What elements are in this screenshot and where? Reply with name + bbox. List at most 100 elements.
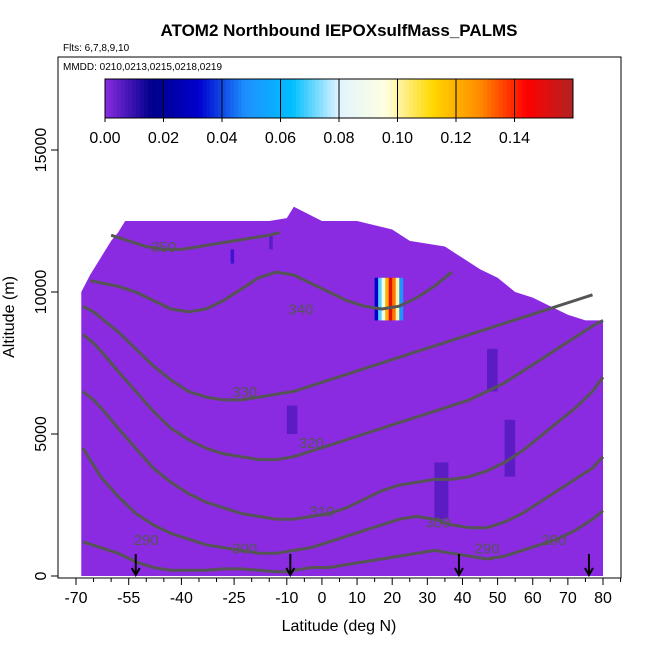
colorbar-segment xyxy=(401,79,406,118)
x-tick-label: 0 xyxy=(317,590,326,607)
x-tick-label: -25 xyxy=(223,590,246,607)
x-tick-label: 70 xyxy=(559,590,577,607)
axes: -70 -55 -40 -25 -10 0 10 20 30 40 50 60 70 80 0 5000 100… xyxy=(33,128,622,607)
colorbar-segment xyxy=(459,79,465,118)
heatmap-layer xyxy=(81,206,603,577)
colorbar-segment xyxy=(467,79,472,118)
flight-arrow xyxy=(285,554,296,578)
contour-label: 350 xyxy=(151,239,176,256)
colorbar-segment xyxy=(405,79,410,118)
colorbar-segment xyxy=(136,79,141,118)
contour-350 xyxy=(110,230,281,251)
contour-310 xyxy=(82,376,605,521)
colorbar-segment xyxy=(218,79,223,118)
anomaly-strip xyxy=(399,277,404,321)
colorbar-segment xyxy=(112,79,118,118)
x-tick-label: -70 xyxy=(64,590,87,607)
anomaly-cell-4 xyxy=(434,462,449,520)
colorbar-segment xyxy=(198,79,203,118)
colorbar-segment xyxy=(319,79,324,118)
colorbar-segment xyxy=(362,79,367,118)
colorbar-segment xyxy=(253,79,258,118)
colorbar-segment xyxy=(534,79,539,118)
x-tick-label: 80 xyxy=(594,590,612,607)
anomaly-cell-5 xyxy=(487,348,498,392)
colorbar-segment xyxy=(183,79,188,118)
dates-note: MMDD: 0210,0213,0215,0218,0219 xyxy=(63,62,222,73)
colorbar-segment xyxy=(424,79,430,118)
colorbar-segment xyxy=(526,79,531,118)
colorbar-segment xyxy=(179,79,184,118)
colorbar-segment xyxy=(323,79,328,118)
y-axis-label: Altitude (m) xyxy=(1,276,18,358)
contour-layer: 350 340 330 320 310 300 300 290 290 290 xyxy=(81,230,605,574)
x-axis-label: Latitude (deg N) xyxy=(282,618,397,635)
contour-label: 330 xyxy=(232,384,257,401)
x-tick-label: 60 xyxy=(524,590,542,607)
y-tick-label: 15000 xyxy=(33,128,50,173)
colorbar-segment xyxy=(144,79,149,118)
colorbar-tick-label: 0.08 xyxy=(323,130,354,147)
colorbar-segment xyxy=(108,79,114,118)
contour-label: 290 xyxy=(475,540,500,557)
colorbar-tick-label: 0.10 xyxy=(382,130,413,147)
contour-label: 290 xyxy=(134,532,159,549)
colorbar-segment xyxy=(417,79,422,118)
colorbar-segment xyxy=(502,79,508,118)
colorbar-segment xyxy=(175,79,180,118)
colorbar-segment xyxy=(296,79,301,118)
y-tick-label: 0 xyxy=(33,571,50,580)
anomaly-cell-3 xyxy=(286,405,298,434)
colorbar-segment xyxy=(272,79,277,118)
colorbar-segment xyxy=(510,79,515,118)
colorbar-segment xyxy=(163,79,168,118)
contour-label: 310 xyxy=(309,503,334,520)
colorbar-segment xyxy=(420,79,426,118)
anomaly-cell-1 xyxy=(230,249,235,264)
colorbar-segment xyxy=(167,79,172,118)
x-tick-label: -40 xyxy=(170,590,193,607)
colorbar-segment xyxy=(268,79,274,118)
colorbar-segment xyxy=(498,79,504,118)
colorbar-segment xyxy=(428,79,433,118)
contour-300 xyxy=(81,447,605,555)
x-tick-label: -10 xyxy=(275,590,298,607)
colorbar-segment xyxy=(159,79,164,118)
colorbar-segment xyxy=(436,79,441,118)
colorbar-segment xyxy=(315,79,320,118)
colorbar-tick-label: 0.04 xyxy=(206,130,237,147)
x-tick-label: 10 xyxy=(348,590,366,607)
colorbar-segment xyxy=(366,79,371,118)
colorbar-segment xyxy=(471,79,476,118)
colorbar-segment xyxy=(335,79,340,118)
anomaly-strip xyxy=(378,277,383,321)
colorbar-segment xyxy=(440,79,445,118)
chart-title: ATOM2 Northbound IEPOXsulfMass_PALMS xyxy=(160,21,517,40)
colorbar-segment xyxy=(518,79,523,118)
colorbar-segment xyxy=(339,79,344,118)
colorbar-segment xyxy=(202,79,207,118)
colorbar-segment xyxy=(444,79,449,118)
colorbar-segment xyxy=(483,79,488,118)
x-tick-label: 30 xyxy=(418,590,436,607)
colorbar-segment xyxy=(522,79,527,118)
colorbar-segment xyxy=(311,79,316,118)
colorbar-segment xyxy=(397,79,402,118)
colorbar-segment xyxy=(206,79,211,118)
colorbar-segment xyxy=(280,79,285,118)
colorbar-segment xyxy=(237,79,242,118)
colorbar-segment xyxy=(545,79,550,118)
colorbar-segment xyxy=(245,79,250,118)
colorbar-segment xyxy=(257,79,262,118)
colorbar-segment xyxy=(327,79,332,118)
colorbar-segment xyxy=(557,79,562,118)
colorbar-segment xyxy=(495,79,500,118)
colorbar-segment xyxy=(194,79,199,118)
colorbar-tick-label: 0.02 xyxy=(148,130,179,147)
anomaly-cell-6 xyxy=(504,419,516,477)
colorbar-segment xyxy=(210,79,215,118)
colorbar-segment xyxy=(393,79,398,118)
colorbar-tick-label: 0.14 xyxy=(499,130,530,147)
flight-arrow xyxy=(130,554,141,578)
